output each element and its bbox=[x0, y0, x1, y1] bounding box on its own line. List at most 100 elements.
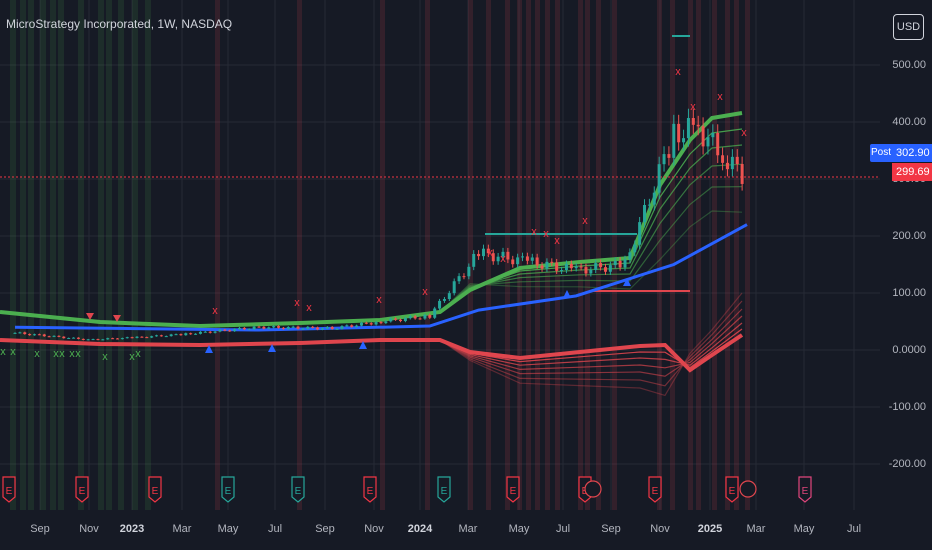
earnings-marker-letter: E bbox=[152, 486, 159, 497]
candle-body bbox=[608, 265, 612, 272]
candle-body bbox=[589, 269, 593, 274]
candle-body bbox=[115, 338, 119, 340]
post-price-tag: 302.90 bbox=[892, 144, 932, 162]
time-tick-label: 2024 bbox=[407, 523, 433, 535]
candle-body bbox=[643, 204, 647, 223]
candle-body bbox=[667, 154, 671, 158]
red-band bbox=[712, 0, 717, 510]
currency-button[interactable]: USD bbox=[893, 14, 924, 40]
candle-body bbox=[467, 266, 471, 277]
candle-body bbox=[438, 300, 442, 309]
buy-x-marker: x bbox=[135, 348, 141, 360]
candle-body bbox=[179, 334, 183, 336]
time-tick-label: Mar bbox=[746, 523, 766, 535]
earnings-marker-letter: E bbox=[225, 486, 232, 497]
candle-body bbox=[96, 339, 100, 341]
time-tick-label: Mar bbox=[458, 523, 478, 535]
green-band bbox=[132, 0, 138, 510]
candle-body bbox=[120, 338, 124, 340]
candle-body bbox=[125, 337, 129, 339]
candle-body bbox=[384, 321, 388, 324]
candle-body bbox=[218, 329, 222, 332]
candle-body bbox=[379, 322, 383, 324]
candle-body bbox=[140, 336, 144, 338]
candle-body bbox=[111, 338, 115, 340]
green-band bbox=[40, 0, 46, 510]
candle-body bbox=[340, 326, 344, 329]
candle-body bbox=[569, 263, 573, 269]
candle-body bbox=[159, 335, 163, 337]
price-tick-label: -100.00 bbox=[888, 401, 926, 413]
candle-body bbox=[198, 331, 202, 334]
candle-body bbox=[564, 263, 568, 270]
price-tick-label: 500.00 bbox=[892, 59, 926, 71]
earnings-marker bbox=[221, 476, 235, 503]
sell-x-marker: x bbox=[582, 215, 588, 227]
candle-body bbox=[501, 251, 505, 257]
candle-body bbox=[135, 336, 139, 338]
candle-body bbox=[374, 322, 378, 325]
candle-body bbox=[574, 266, 578, 269]
red-band bbox=[380, 0, 385, 510]
sell-x-marker: x bbox=[543, 228, 549, 240]
time-tick-label: Nov bbox=[79, 523, 99, 535]
time-tick-label: 2023 bbox=[119, 523, 145, 535]
price-tick-label: 100.00 bbox=[892, 287, 926, 299]
candle-body bbox=[42, 334, 46, 337]
sell-x-marker: x bbox=[500, 253, 506, 265]
candle-body bbox=[47, 336, 51, 338]
candle-body bbox=[267, 327, 271, 329]
candle-body bbox=[67, 338, 71, 340]
candle-body bbox=[311, 326, 315, 328]
buy-x-marker: x bbox=[75, 348, 81, 360]
candle-body bbox=[735, 156, 739, 165]
last-price-tag: 299.69 bbox=[892, 163, 932, 181]
time-tick-label: Jul bbox=[555, 523, 571, 535]
candle-body bbox=[169, 334, 173, 337]
earnings-marker bbox=[363, 476, 377, 503]
red-envelope-line bbox=[0, 308, 743, 377]
candle-body bbox=[550, 261, 554, 263]
candle-body bbox=[335, 328, 339, 330]
candle-body bbox=[203, 331, 207, 333]
candle-body bbox=[223, 329, 227, 331]
candle-body bbox=[555, 262, 559, 271]
earnings-markers: EEEEEEEEEEEE bbox=[2, 476, 812, 503]
earnings-marker bbox=[75, 476, 89, 503]
candle-body bbox=[516, 257, 520, 265]
candle-body bbox=[540, 265, 544, 269]
earnings-marker bbox=[148, 476, 162, 503]
candle-body bbox=[628, 252, 632, 260]
candle-body bbox=[545, 261, 549, 269]
time-tick-label: May bbox=[793, 523, 815, 535]
green-band bbox=[98, 0, 104, 510]
earnings-marker bbox=[648, 476, 662, 503]
candle-body bbox=[350, 325, 354, 327]
candle-body bbox=[81, 338, 85, 340]
buy-triangle bbox=[268, 344, 276, 352]
earnings-marker bbox=[506, 476, 520, 503]
candle-body bbox=[155, 335, 159, 337]
sell-x-marker: x bbox=[531, 226, 537, 238]
candle-body bbox=[320, 328, 324, 330]
candle-body bbox=[686, 118, 690, 139]
grid-lines bbox=[0, 0, 880, 510]
candle-body bbox=[725, 162, 729, 170]
candle-body bbox=[711, 132, 715, 138]
candle-body bbox=[277, 326, 281, 328]
candle-body bbox=[150, 336, 154, 338]
earnings-marker-letter: E bbox=[6, 486, 13, 497]
indicator-lines bbox=[0, 35, 880, 332]
earnings-marker-letter: E bbox=[295, 486, 302, 497]
candle-body bbox=[101, 339, 105, 341]
green-envelope-line bbox=[0, 210, 743, 327]
candle-body bbox=[37, 334, 41, 336]
sell-x-marker: x bbox=[212, 305, 218, 317]
candle-body bbox=[345, 325, 349, 327]
candle-body bbox=[330, 326, 334, 329]
green-band bbox=[28, 0, 34, 510]
candle-body bbox=[579, 266, 583, 268]
price-tick-label: -200.00 bbox=[888, 458, 926, 470]
